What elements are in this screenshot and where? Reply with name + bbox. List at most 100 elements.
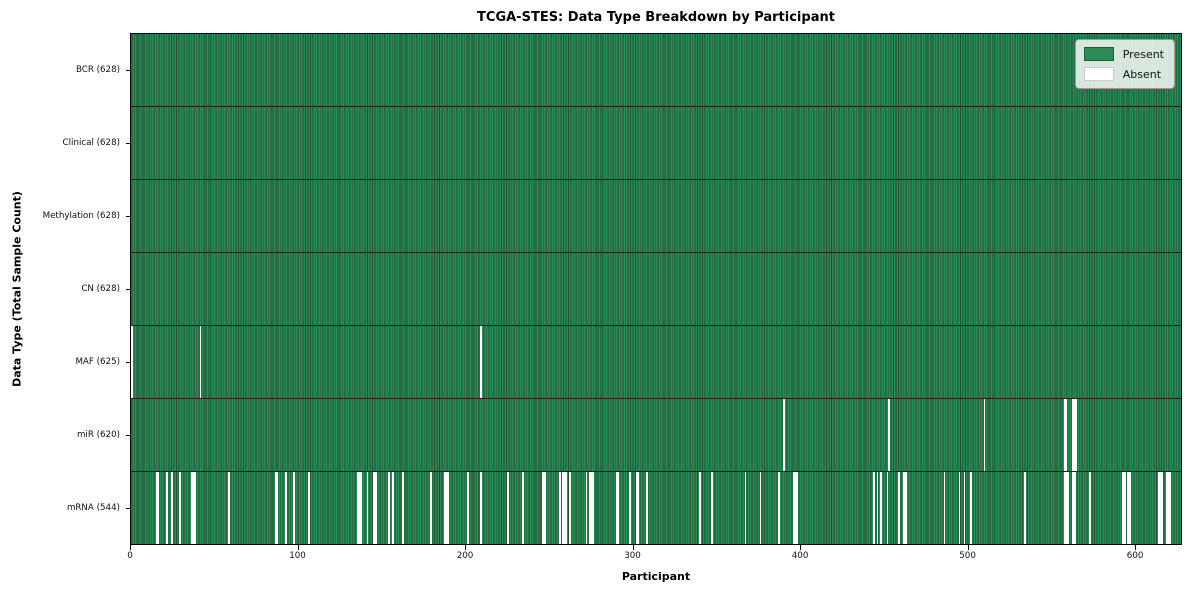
- heatmap-row-mrna: [131, 472, 1181, 544]
- y-tick-label-text: Methylation (628): [42, 210, 120, 221]
- legend-label-absent: Absent: [1122, 67, 1162, 81]
- absent-bar: [635, 472, 638, 544]
- absent-bar: [1159, 472, 1161, 544]
- absent-bar: [373, 472, 376, 544]
- absent-bar: [629, 472, 631, 544]
- absent-bar: [522, 472, 524, 544]
- y-tick-label-text: mRNA (544): [66, 503, 120, 514]
- absent-bar: [1067, 472, 1069, 544]
- absent-bar: [1089, 472, 1091, 544]
- absent-bar: [366, 472, 369, 544]
- absent-bar: [1065, 399, 1068, 471]
- absent-bar: [157, 472, 160, 544]
- y-tick-mark: [125, 142, 130, 144]
- y-tick-mark: [125, 362, 130, 364]
- absent-bar: [637, 472, 640, 544]
- heatmap-row-clinical: [131, 107, 1181, 180]
- legend-item-absent: Absent: [1083, 67, 1164, 81]
- absent-swatch-icon: [1083, 67, 1114, 81]
- absent-bar: [1073, 399, 1076, 471]
- x-tick-mark: [800, 545, 802, 550]
- absent-bar: [388, 472, 391, 544]
- y-tick-label-text: Clinical (628): [62, 137, 120, 148]
- heatmap-row-bcr: [131, 34, 1181, 107]
- absent-bar: [199, 326, 202, 398]
- x-tick-mark: [1135, 545, 1137, 550]
- y-tick-mark: [125, 508, 130, 510]
- absent-bar: [391, 472, 394, 544]
- absent-bar: [375, 472, 377, 544]
- absent-bar: [1073, 472, 1076, 544]
- absent-bar: [796, 472, 799, 544]
- y-tick-mark: [125, 288, 130, 290]
- y-axis-tick-labels: BCR (628) Clinical (628) Methylation (628)…: [0, 33, 130, 545]
- absent-bar: [617, 472, 620, 544]
- absent-bar: [562, 472, 565, 544]
- absent-bar: [585, 472, 588, 544]
- chart-title: TCGA-STES: Data Type Breakdown by Partic…: [477, 10, 835, 25]
- x-tick-label: 0: [127, 551, 133, 561]
- absent-bar: [1072, 472, 1074, 544]
- absent-bar: [898, 472, 901, 544]
- absent-bar: [645, 472, 648, 544]
- legend-item-present: Present: [1083, 47, 1164, 61]
- x-tick-label: 200: [456, 551, 474, 561]
- absent-bar: [445, 472, 448, 544]
- x-axis-label: Participant: [621, 570, 691, 583]
- absent-bar: [1065, 472, 1068, 544]
- absent-bar: [293, 472, 295, 544]
- absent-bar: [564, 472, 566, 544]
- absent-bar: [1129, 472, 1131, 544]
- absent-bar: [1157, 472, 1160, 544]
- x-tick-label: 500: [959, 551, 976, 561]
- absent-bar: [276, 472, 279, 544]
- heatmap-row-methylation: [131, 180, 1181, 253]
- absent-bar: [970, 472, 973, 544]
- absent-bar: [1124, 472, 1126, 544]
- heatmap-plot-area: Present Absent: [130, 33, 1182, 545]
- absent-bar: [1023, 472, 1026, 544]
- absent-bar: [274, 472, 277, 544]
- absent-bar: [905, 472, 907, 544]
- y-tick-label-text: CN (628): [81, 283, 120, 294]
- absent-bar: [308, 472, 310, 544]
- absent-bar: [542, 472, 544, 544]
- x-tick-mark: [130, 545, 131, 550]
- absent-bar: [1063, 472, 1066, 544]
- absent-bar: [615, 472, 618, 544]
- absent-bar: [778, 472, 780, 544]
- absent-bar: [543, 472, 546, 544]
- absent-bar: [1063, 399, 1066, 471]
- y-tick-mark: [125, 215, 130, 217]
- absent-bar: [1072, 399, 1074, 471]
- absent-bar: [131, 326, 133, 398]
- heatmap-row-maf: [131, 326, 1181, 399]
- absent-bar: [171, 472, 173, 544]
- absent-bar: [1165, 472, 1168, 544]
- absent-bar: [430, 472, 432, 544]
- absent-bar: [194, 472, 197, 544]
- heatmap-row-cn: [131, 253, 1181, 326]
- x-axis-ticks: 0 100 200 300 400 500 600: [127, 545, 1182, 575]
- absent-bar: [358, 472, 361, 544]
- absent-bar: [467, 472, 469, 544]
- y-tick-label-mir: miR (620): [0, 399, 130, 472]
- absent-bar: [191, 472, 193, 544]
- y-tick-label-bcr: BCR (628): [0, 33, 130, 106]
- x-tick-mark: [632, 545, 634, 550]
- absent-bar: [480, 472, 483, 544]
- absent-bar: [590, 472, 593, 544]
- y-tick-label-text: MAF (625): [75, 357, 120, 368]
- x-tick-label: 600: [1126, 551, 1144, 561]
- absent-bar: [569, 472, 571, 544]
- absent-bar: [447, 472, 449, 544]
- absent-bar: [559, 472, 561, 544]
- absent-bar: [943, 472, 946, 544]
- absent-bar: [783, 399, 785, 471]
- absent-bar: [1160, 472, 1163, 544]
- absent-bar: [958, 472, 961, 544]
- absent-bar: [983, 399, 986, 471]
- y-tick-label-maf: MAF (625): [0, 326, 130, 399]
- y-tick-mark: [125, 69, 130, 71]
- absent-bar: [589, 472, 591, 544]
